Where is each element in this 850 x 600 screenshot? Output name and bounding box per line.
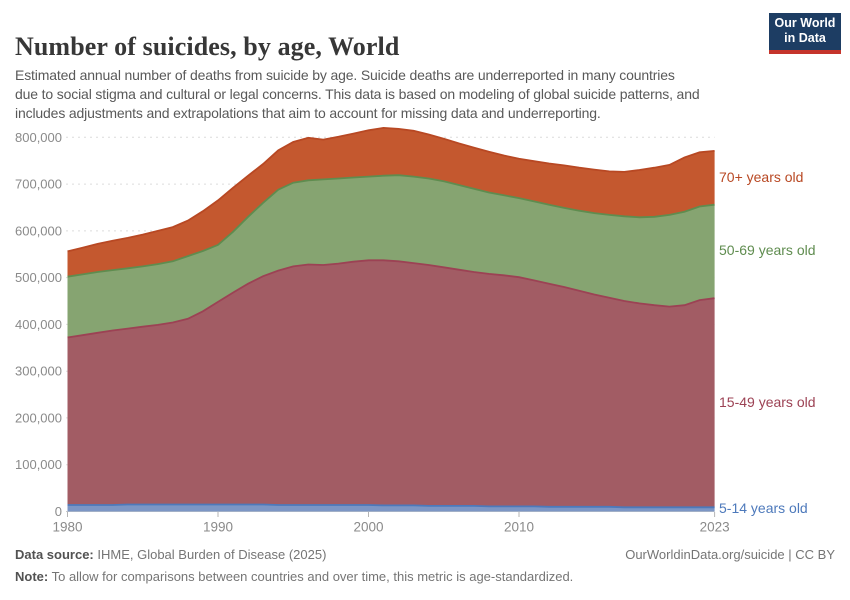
note-text: To allow for comparisons between countri… [48,569,574,584]
area-50-69-years-old [67,175,715,338]
x-axis-tick-label: 2000 [353,520,383,535]
note-label: Note: [15,569,49,584]
x-axis-tick-label: 1980 [52,520,82,535]
legend-label-5-14-years-old: 5-14 years old [719,500,808,517]
footer-attribution: OurWorldinData.org/suicide | CC BY [625,547,835,562]
footer-note-line: Note: To allow for comparisons between c… [15,566,835,588]
area-line-5-14-years-old [67,503,715,509]
owid-logo-stripe [769,50,841,54]
y-axis-tick-label: 800,000 [15,130,62,145]
x-axis-tick-label: 2010 [504,520,534,535]
x-axis-tick-label: 1990 [203,520,233,535]
area-70+-years-old [67,127,715,277]
area-line-70+-years-old [67,126,715,253]
chart-footer: Data source: IHME, Global Burden of Dise… [15,544,835,588]
area-line-50-69-years-old [67,174,715,278]
stacked-area-chart: 0 100,000 200,000 300,000 400,000 500,000 600,… [15,126,730,535]
y-axis-tick-label: 500,000 [15,270,62,285]
owid-logo-line1: Our World [774,16,836,30]
y-axis-tick-label: 400,000 [15,317,62,332]
legend-label-70+-years-old: 70+ years old [719,168,804,185]
legend-label-50-69-years-old: 50-69 years old [719,242,816,259]
owid-logo-text: Our World in Data [769,13,841,50]
source-text: IHME, Global Burden of Disease (2025) [93,547,327,562]
y-axis-tick-label: 300,000 [15,364,62,379]
area-line-15-49-years-old [67,259,715,339]
x-axis-tick-label: 2023 [700,520,730,535]
y-axis-tick-label: 0 [55,504,62,519]
area-15-49-years-old [67,260,715,508]
y-axis-tick-label: 100,000 [15,457,62,472]
chart-title: Number of suicides, by age, World [15,32,400,62]
y-axis-tick-label: 600,000 [15,223,62,238]
footer-source-line: Data source: IHME, Global Burden of Dise… [15,544,835,566]
y-axis-tick-label: 700,000 [15,177,62,192]
y-axis-tick-label: 200,000 [15,410,62,425]
legend-label-15-49-years-old: 15-49 years old [719,393,816,410]
owid-logo-line2: in Data [784,31,826,45]
area-5-14-years-old [67,504,715,512]
chart-subtitle: Estimated annual number of deaths from s… [15,67,700,121]
source-label: Data source: [15,547,94,562]
owid-logo: Our World in Data [769,13,841,54]
